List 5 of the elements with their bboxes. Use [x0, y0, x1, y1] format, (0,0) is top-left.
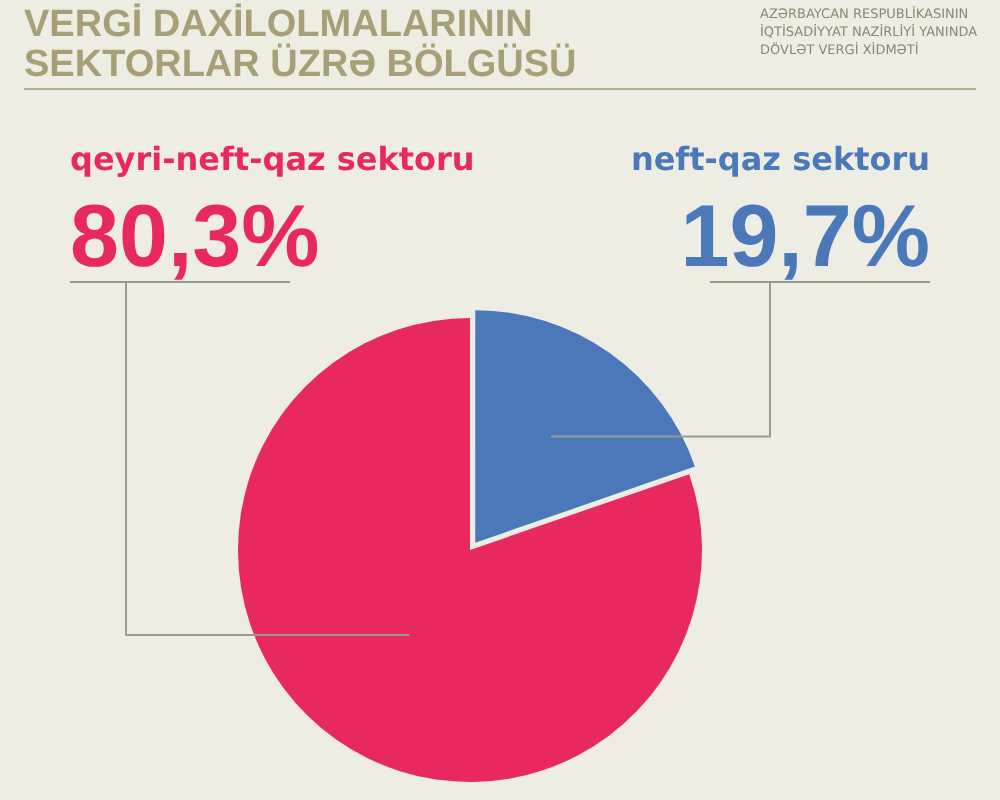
slice-label: qeyri-neft-qaz sektoru: [70, 140, 475, 178]
data-label: 80,3%: [70, 188, 320, 286]
slice-label: neft-qaz sektoru: [630, 140, 930, 178]
chart-title: VERGİ DAXİLOLMALARININ SEKTORLAR ÜZRƏ BÖLGÜSÜ: [24, 4, 579, 86]
data-label: 19,7%: [680, 188, 930, 286]
